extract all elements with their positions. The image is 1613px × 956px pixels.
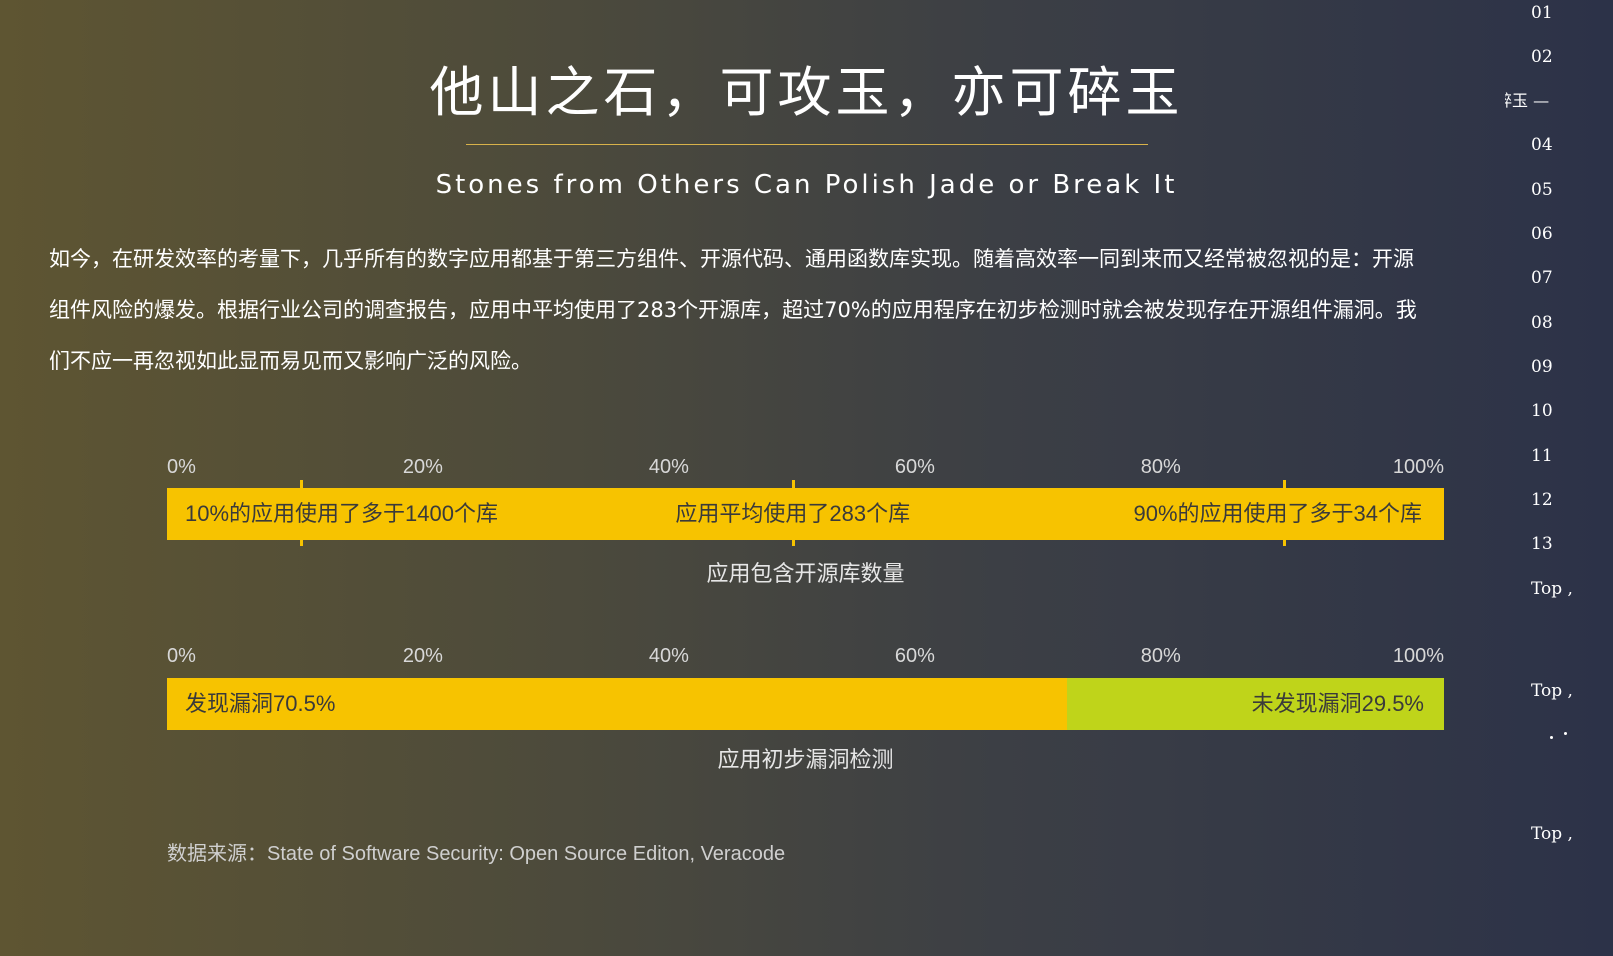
data-source: 数据来源：State of Software Security: Open So… — [167, 843, 786, 865]
tick-label: 0% — [167, 645, 196, 667]
tick-label: 80% — [1140, 645, 1181, 667]
tick-label: 20% — [402, 645, 443, 667]
bar-segment — [167, 678, 1068, 730]
tick-label: 40% — [648, 645, 689, 667]
library-count-chart: 0% 20% 40% 60% 80% 100% 10%的应用使用了多于1400个库 应用平均… — [167, 455, 1444, 595]
nav-item[interactable]: 11 — [1531, 446, 1553, 466]
page-subtitle: Stones from Others Can Polish Jade or Br… — [435, 170, 1178, 200]
intro-paragraph: 如今，在研发效率的考量下，几乎所有的数字应用都基于第三方组件、开源代码、通用函数… — [49, 234, 1549, 387]
side-navigation: 01 02 他山之石，可攻玉，亦可碎玉 — 04 05 06 07 08 09 … — [1505, 0, 1613, 956]
bar-marker-label: 90%的应用使用了多于34个库 — [1133, 501, 1422, 526]
vulnerability-chart: 0% 20% 40% 60% 80% 100% 发现漏洞70.5% 未发现漏洞29.5% 应… — [167, 644, 1444, 784]
main-content: 他山之石，可攻玉，亦可碎玉 Stones from Others Can Pol… — [49, 61, 1549, 865]
bar-marker — [300, 480, 304, 546]
bar-marker — [791, 480, 795, 546]
nav-item[interactable]: 06 — [1531, 224, 1553, 244]
tick-label: 60% — [894, 645, 935, 667]
bar-marker-label: 10%的应用使用了多于1400个库 — [185, 501, 498, 526]
nav-item[interactable]: 10 — [1531, 401, 1553, 421]
nav-item[interactable]: 02 — [1531, 47, 1553, 67]
bar-segment-label: 未发现漏洞29.5% — [1251, 691, 1424, 716]
nav-item[interactable]: 05 — [1531, 180, 1553, 200]
nav-item[interactable]: 09 — [1531, 357, 1553, 377]
nav-dot — [1550, 736, 1553, 739]
nav-item[interactable]: 08 — [1531, 313, 1553, 333]
bar-segment-label: 发现漏洞70.5% — [185, 691, 336, 716]
intro-line: 如今，在研发效率的考量下，几乎所有的数字应用都基于第三方组件、开源代码、通用函数… — [49, 247, 1414, 271]
title-divider — [466, 144, 1148, 145]
bar-marker-label: 应用平均使用了283个库 — [675, 501, 911, 526]
bar-segment — [1067, 678, 1444, 730]
nav-item[interactable]: Top , — [1531, 681, 1573, 701]
nav-dot — [1564, 732, 1567, 735]
nav-item[interactable]: Top , — [1531, 579, 1573, 599]
chart-caption: 应用初步漏洞检测 — [717, 747, 894, 772]
page-title: 他山之石，可攻玉，亦可碎玉 — [429, 61, 1184, 124]
nav-item[interactable]: 13 — [1531, 534, 1553, 554]
tick-label: 100% — [1392, 645, 1444, 667]
library-count-bar — [167, 488, 1444, 540]
bar-marker — [1283, 480, 1287, 546]
vulnerability-bar: 发现漏洞70.5% 未发现漏洞29.5% — [167, 678, 1444, 730]
tick-label: 0% — [167, 456, 196, 478]
tick-label: 40% — [648, 456, 689, 478]
tick-label: 60% — [894, 456, 935, 478]
nav-item-active[interactable]: 他山之石，可攻玉，亦可碎玉 — — [1505, 91, 1550, 110]
tick-label: 100% — [1392, 456, 1444, 478]
nav-item[interactable]: 07 — [1531, 268, 1553, 288]
nav-item[interactable]: Top , — [1531, 824, 1573, 844]
nav-item[interactable]: 04 — [1531, 135, 1553, 155]
intro-line: 组件风险的爆发。根据行业公司的调查报告，应用中平均使用了283个开源库，超过70… — [49, 298, 1417, 322]
intro-line: 们不应一再忽视如此显而易见而又影响广泛的风险。 — [49, 349, 532, 373]
chart-caption: 应用包含开源库数量 — [706, 561, 905, 586]
nav-item[interactable]: 01 — [1531, 3, 1553, 23]
tick-label: 20% — [402, 456, 443, 478]
tick-label: 80% — [1140, 456, 1181, 478]
nav-item[interactable]: 12 — [1531, 490, 1553, 510]
